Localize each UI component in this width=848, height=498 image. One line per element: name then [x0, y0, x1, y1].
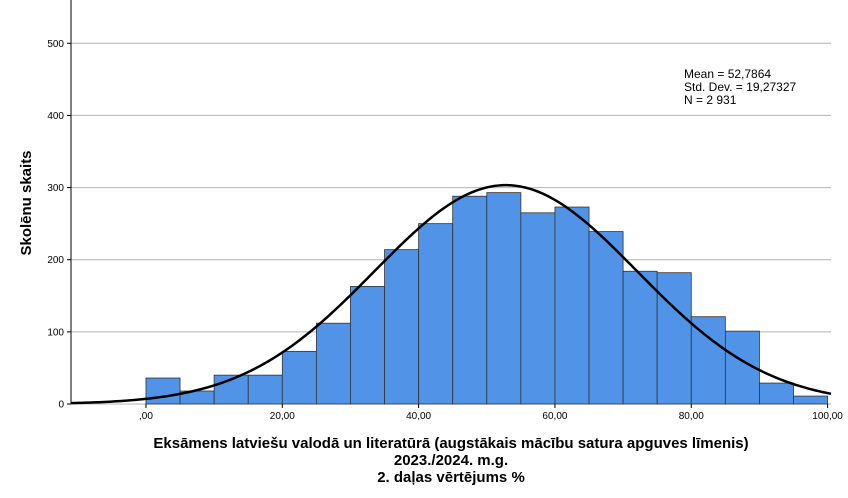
histogram-bar — [452, 195, 488, 405]
histogram-bar — [247, 374, 283, 405]
histogram-bar — [418, 223, 454, 405]
y-tick-label: 100 — [47, 327, 64, 338]
histogram-bar — [281, 350, 317, 405]
histogram-bar — [793, 395, 828, 405]
y-tick-label: 400 — [47, 111, 64, 122]
y-tick-label: 300 — [47, 183, 64, 194]
stats-mean: Mean = 52,7864 — [684, 67, 771, 81]
histogram-bar — [759, 382, 794, 405]
stats-n: N = 2 931 — [684, 93, 737, 107]
x-tick-label: 40,00 — [406, 411, 431, 422]
y-axis-title: Skolēnu skaits — [18, 150, 35, 255]
x-tick-label: 60,00 — [542, 411, 567, 422]
histogram-bar — [520, 212, 556, 405]
histogram-bar — [588, 231, 624, 405]
histogram-bar — [145, 377, 181, 405]
histogram-bar — [350, 286, 385, 405]
x-axis-title-line-3: 2. daļas vērtējums % — [377, 469, 525, 486]
x-tick-label: 100,00 — [812, 411, 843, 422]
y-tick-label: 0 — [58, 400, 64, 411]
histogram-bar — [656, 272, 692, 405]
histogram-bar — [622, 270, 658, 405]
histogram-bar — [554, 206, 590, 405]
normal-curve — [70, 183, 832, 405]
x-axis-ticks: ,00 20,00 40,00 60,00 80,00 100,00 — [139, 404, 843, 422]
histogram-bar — [486, 192, 522, 405]
x-tick-label: 20,00 — [270, 411, 295, 422]
y-tick-label: 500 — [47, 39, 64, 50]
x-tick-label: 80,00 — [679, 411, 704, 422]
histogram-bars — [145, 192, 828, 405]
y-axis-ticks: 0 100 200 300 400 500 — [47, 39, 71, 411]
x-axis-title-line-2: 2023./2024. m.g. — [394, 452, 508, 469]
histogram-bar — [384, 249, 420, 405]
stats-box: Mean = 52,7864 Std. Dev. = 19,27327 N = … — [684, 67, 797, 107]
histogram-bar — [690, 316, 726, 405]
x-axis-title-line-1: Eksāmens latviešu valodā un literatūrā (… — [153, 435, 748, 452]
x-tick-label: ,00 — [139, 411, 153, 422]
histogram-bar — [315, 322, 351, 405]
stats-std-dev: Std. Dev. = 19,27327 — [684, 80, 797, 94]
y-tick-label: 200 — [47, 255, 64, 266]
